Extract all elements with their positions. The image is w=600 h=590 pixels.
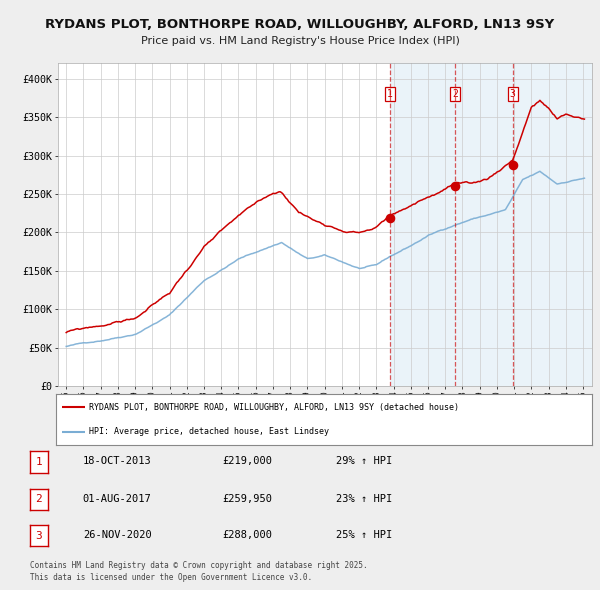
Text: 18-OCT-2013: 18-OCT-2013 — [83, 457, 152, 466]
Text: 3: 3 — [35, 531, 43, 540]
Point — [385, 213, 395, 222]
Text: 29% ↑ HPI: 29% ↑ HPI — [336, 457, 392, 466]
Text: 26-NOV-2020: 26-NOV-2020 — [83, 530, 152, 540]
Text: 25% ↑ HPI: 25% ↑ HPI — [336, 530, 392, 540]
Text: Contains HM Land Registry data © Crown copyright and database right 2025.: Contains HM Land Registry data © Crown c… — [30, 561, 368, 570]
Point — [508, 160, 518, 169]
Point — [451, 182, 460, 191]
Text: Price paid vs. HM Land Registry's House Price Index (HPI): Price paid vs. HM Land Registry's House … — [140, 37, 460, 46]
Text: RYDANS PLOT, BONTHORPE ROAD, WILLOUGHBY, ALFORD, LN13 9SY (detached house): RYDANS PLOT, BONTHORPE ROAD, WILLOUGHBY,… — [89, 402, 459, 412]
Text: 01-AUG-2017: 01-AUG-2017 — [83, 494, 152, 503]
Text: HPI: Average price, detached house, East Lindsey: HPI: Average price, detached house, East… — [89, 427, 329, 437]
Text: £259,950: £259,950 — [222, 494, 272, 503]
Text: 1: 1 — [35, 457, 43, 467]
Text: 3: 3 — [510, 89, 515, 99]
Text: 1: 1 — [387, 89, 393, 99]
Text: £288,000: £288,000 — [222, 530, 272, 540]
Bar — [390, 63, 592, 386]
Text: RYDANS PLOT, BONTHORPE ROAD, WILLOUGHBY, ALFORD, LN13 9SY: RYDANS PLOT, BONTHORPE ROAD, WILLOUGHBY,… — [46, 18, 554, 31]
Text: This data is licensed under the Open Government Licence v3.0.: This data is licensed under the Open Gov… — [30, 573, 312, 582]
Text: £219,000: £219,000 — [222, 457, 272, 466]
Text: 2: 2 — [35, 494, 43, 504]
Text: 2: 2 — [452, 89, 458, 99]
Text: 23% ↑ HPI: 23% ↑ HPI — [336, 494, 392, 503]
